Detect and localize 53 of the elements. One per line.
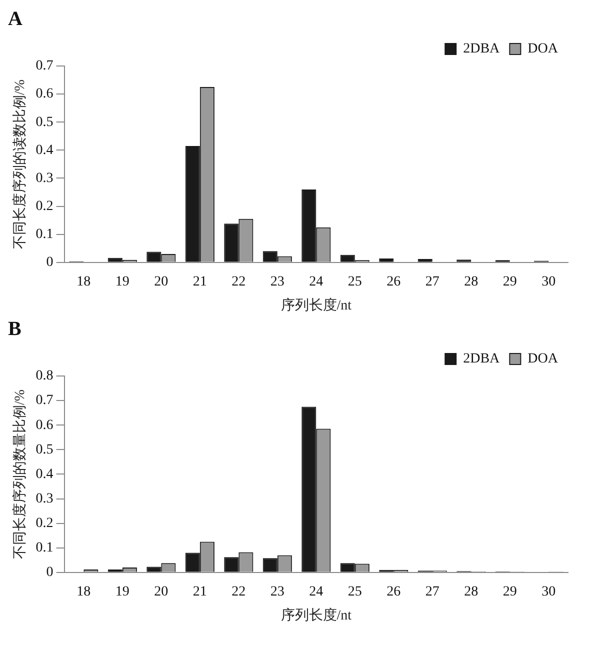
y-tick-label: 0.5 xyxy=(36,442,54,458)
x-tick-label: 29 xyxy=(502,274,517,290)
y-tick-label: 0.1 xyxy=(36,540,54,556)
x-tick-label: 27 xyxy=(425,274,440,290)
x-tick-label: 21 xyxy=(192,584,207,600)
x-tick-label: 26 xyxy=(386,584,401,600)
y-tick-label: 0.3 xyxy=(36,491,54,506)
x-tick-label: 27 xyxy=(425,584,440,600)
x-tick-label: 30 xyxy=(542,584,556,600)
y-tick-label: 0.2 xyxy=(36,198,54,214)
x-tick-label: 24 xyxy=(309,584,324,600)
y-tick-label: 0.7 xyxy=(36,393,54,408)
x-tick-label: 22 xyxy=(232,274,246,290)
x-tick-label: 26 xyxy=(386,274,401,290)
y-axis-title: 不同长度序列的读数比例/% xyxy=(12,79,28,249)
y-tick-label: 0.1 xyxy=(36,227,54,242)
y-tick-label: 0.8 xyxy=(36,368,54,384)
x-tick-label: 20 xyxy=(154,274,168,290)
x-tick-label: 18 xyxy=(76,274,91,290)
x-tick-label: 25 xyxy=(348,274,362,290)
legend-label: 2DBA xyxy=(463,352,501,367)
legend-label: 2DBA xyxy=(463,42,501,57)
y-tick-label: 0.7 xyxy=(36,58,54,74)
y-tick-label: 0 xyxy=(46,255,54,270)
x-tick-label: 28 xyxy=(464,584,478,600)
y-tick-label: 0.2 xyxy=(36,516,54,531)
x-tick-label: 21 xyxy=(192,274,207,290)
y-axis-title: 不同长度序列的数量比例/% xyxy=(12,389,28,559)
x-tick-label: 19 xyxy=(115,274,130,290)
x-axis-title: 序列长度/nt xyxy=(280,297,352,314)
x-tick-label: 28 xyxy=(464,274,478,290)
legend-label: DOA xyxy=(528,42,559,57)
y-tick-label: 0.4 xyxy=(36,466,54,482)
x-axis-title: 序列长度/nt xyxy=(280,607,352,624)
y-tick-label: 0.5 xyxy=(36,114,54,130)
y-tick-label: 0.6 xyxy=(36,86,54,102)
x-tick-label: 18 xyxy=(76,584,91,600)
x-tick-label: 30 xyxy=(542,274,556,290)
chart-title: A xyxy=(8,8,23,30)
y-tick-label: 0.3 xyxy=(36,170,54,186)
y-tick-label: 0 xyxy=(46,565,54,580)
x-tick-label: 22 xyxy=(232,584,246,600)
y-tick-label: 0.4 xyxy=(36,142,54,158)
y-tick-label: 0.6 xyxy=(36,418,54,433)
x-tick-label: 29 xyxy=(502,584,517,600)
x-tick-label: 20 xyxy=(154,584,168,600)
x-tick-label: 23 xyxy=(270,584,284,600)
legend-label: DOA xyxy=(528,352,559,367)
x-tick-label: 19 xyxy=(115,584,130,600)
x-tick-label: 24 xyxy=(309,274,324,290)
x-tick-label: 25 xyxy=(348,584,362,600)
x-tick-label: 23 xyxy=(270,274,284,290)
chart-title: B xyxy=(8,318,22,340)
